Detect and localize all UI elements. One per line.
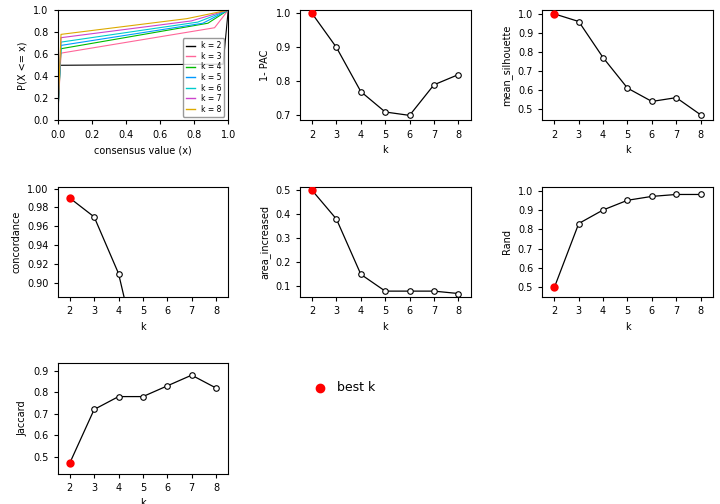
Y-axis label: P(X <= x): P(X <= x) [18, 41, 27, 90]
Y-axis label: 1- PAC: 1- PAC [260, 49, 270, 81]
Y-axis label: Jaccard: Jaccard [18, 401, 27, 436]
Y-axis label: Rand: Rand [503, 229, 512, 255]
X-axis label: consensus value (x): consensus value (x) [94, 145, 192, 155]
X-axis label: k: k [625, 322, 630, 332]
Y-axis label: mean_silhouette: mean_silhouette [501, 25, 512, 106]
Legend: k = 2, k = 3, k = 4, k = 5, k = 6, k = 7, k = 8: k = 2, k = 3, k = 4, k = 5, k = 6, k = 7… [182, 38, 225, 116]
Y-axis label: area_increased: area_increased [259, 205, 270, 279]
X-axis label: k: k [382, 322, 388, 332]
X-axis label: k: k [382, 145, 388, 155]
X-axis label: k: k [140, 498, 145, 504]
X-axis label: k: k [625, 145, 630, 155]
Y-axis label: concordance: concordance [12, 211, 22, 273]
Text: best k: best k [338, 381, 376, 394]
X-axis label: k: k [140, 322, 145, 332]
